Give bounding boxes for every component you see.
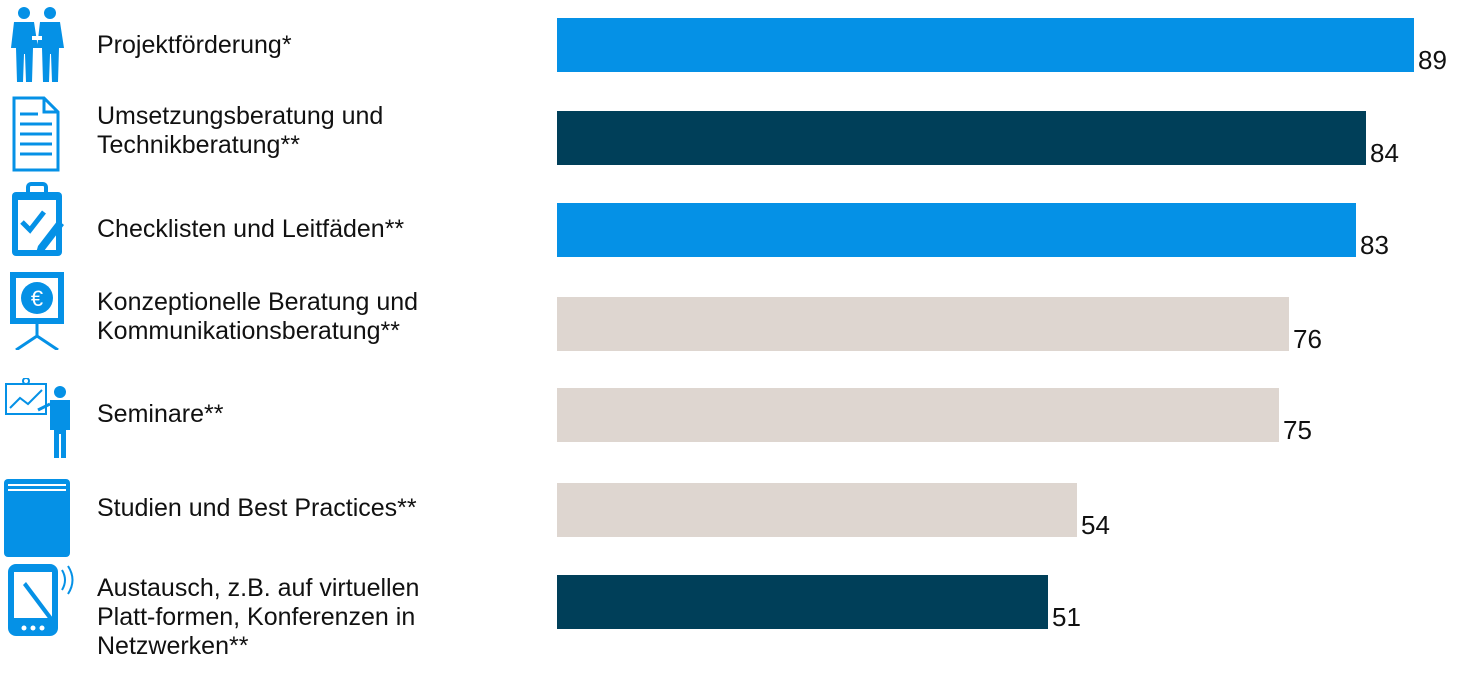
tablet-pen-icon: [4, 560, 84, 640]
value-label: 54: [1081, 510, 1110, 540]
category-label: Studien und Best Practices**: [97, 494, 417, 522]
bar: [557, 111, 1366, 165]
category-label: Seminare**: [97, 400, 224, 428]
book-icon: [4, 477, 70, 557]
presenter-chart-icon: [4, 377, 70, 458]
presentation-board-euro-icon: €: [4, 270, 70, 352]
clipboard-checklist-icon: [4, 182, 70, 262]
category-label: Austausch, z.B. auf virtuellen Platt-for…: [97, 574, 420, 660]
bar: [557, 18, 1414, 72]
business-people-icon: [4, 4, 70, 84]
svg-text:€: €: [31, 286, 43, 311]
value-label: 76: [1293, 324, 1322, 354]
category-label: Konzeptionelle Beratung und Kommunikatio…: [97, 288, 419, 345]
bar: [557, 297, 1289, 351]
bar: [557, 483, 1077, 537]
bar: [557, 575, 1048, 629]
bar: [557, 203, 1356, 257]
value-label: 83: [1360, 230, 1389, 260]
category-label: Projektförderung*: [97, 31, 292, 59]
value-label: 84: [1370, 138, 1399, 168]
value-label: 89: [1418, 45, 1447, 75]
document-icon: [4, 92, 70, 172]
category-label: Checklisten und Leitfäden**: [97, 215, 405, 243]
value-label: 75: [1283, 415, 1312, 445]
category-label: Umsetzungsberatung und Technikberatung**: [97, 102, 384, 159]
bar: [557, 388, 1279, 442]
value-label: 51: [1052, 602, 1081, 632]
